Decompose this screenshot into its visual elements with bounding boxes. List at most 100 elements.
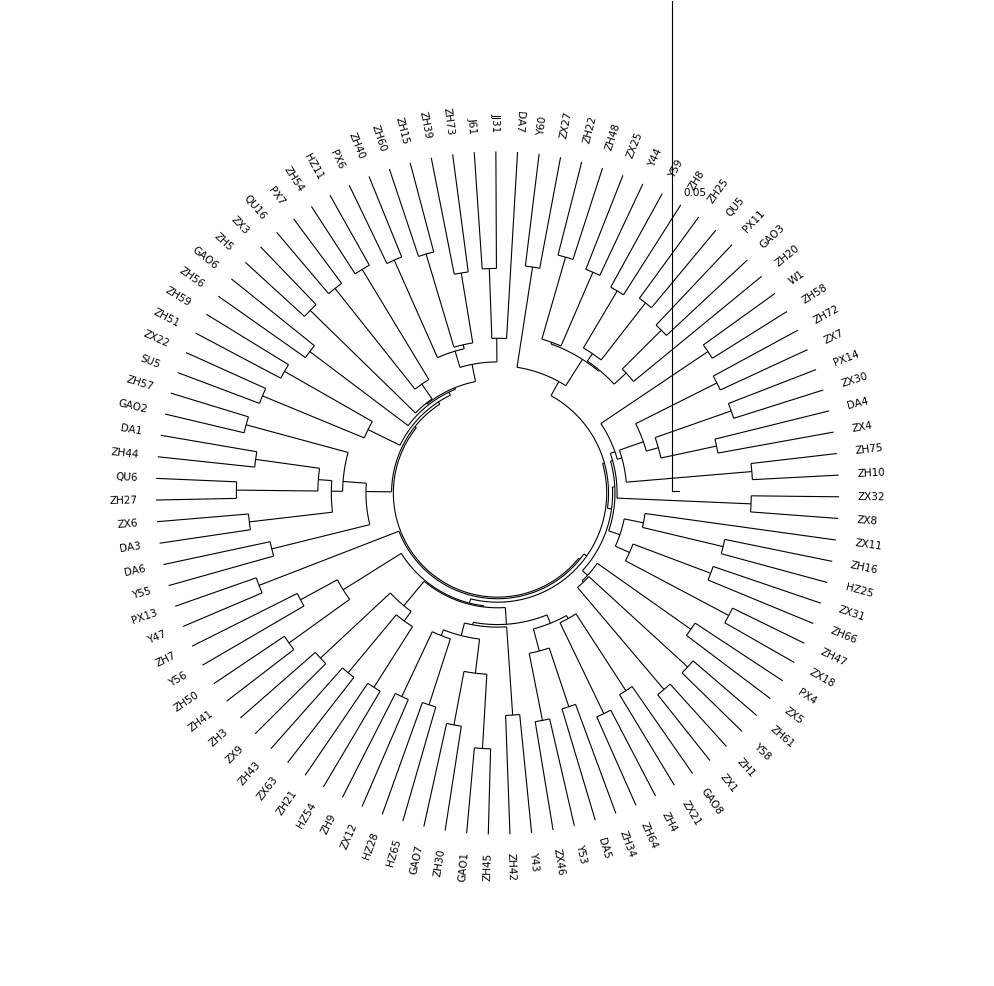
Text: Y56: Y56 — [167, 670, 189, 689]
Text: ZX6: ZX6 — [117, 519, 139, 530]
Text: GAO2: GAO2 — [116, 398, 148, 414]
Text: ZH30: ZH30 — [432, 848, 446, 878]
Text: ZH21: ZH21 — [274, 788, 298, 816]
Text: W1: W1 — [786, 268, 806, 287]
Text: ZH34: ZH34 — [617, 829, 636, 859]
Text: 0.05: 0.05 — [682, 188, 705, 198]
Text: HZ65: HZ65 — [385, 838, 402, 868]
Text: ZX46: ZX46 — [551, 848, 565, 877]
Text: ZH64: ZH64 — [638, 820, 659, 850]
Text: J61: J61 — [466, 117, 477, 134]
Text: Y58: Y58 — [751, 741, 772, 762]
Text: DA1: DA1 — [120, 424, 143, 437]
Text: HZ11: HZ11 — [302, 152, 325, 181]
Text: ZH27: ZH27 — [109, 495, 137, 506]
Text: GAO3: GAO3 — [756, 223, 785, 250]
Text: ZH72: ZH72 — [811, 304, 841, 325]
Text: ZH57: ZH57 — [124, 375, 154, 392]
Text: ZX31: ZX31 — [836, 604, 866, 623]
Text: ZX32: ZX32 — [857, 492, 885, 502]
Text: ZH60: ZH60 — [370, 123, 388, 153]
Text: PX14: PX14 — [831, 348, 859, 368]
Text: ZH58: ZH58 — [799, 282, 828, 306]
Text: ZH50: ZH50 — [172, 690, 201, 714]
Text: ZH20: ZH20 — [772, 243, 800, 268]
Text: ZX11: ZX11 — [853, 537, 882, 551]
Text: GAO6: GAO6 — [190, 245, 220, 271]
Text: ZH7: ZH7 — [154, 650, 178, 669]
Text: DA3: DA3 — [119, 541, 141, 554]
Text: ZH9: ZH9 — [319, 811, 338, 835]
Text: ZX21: ZX21 — [679, 799, 702, 827]
Text: Y47: Y47 — [146, 629, 168, 646]
Text: JJ31: JJ31 — [490, 113, 500, 133]
Text: PX13: PX13 — [130, 607, 159, 626]
Text: GAO7: GAO7 — [408, 844, 424, 876]
Text: ZX63: ZX63 — [255, 774, 279, 802]
Text: ZH75: ZH75 — [854, 443, 883, 457]
Text: Y53: Y53 — [574, 843, 587, 865]
Text: ZX30: ZX30 — [839, 372, 868, 389]
Text: ZH66: ZH66 — [828, 626, 858, 646]
Text: PX4: PX4 — [795, 687, 817, 706]
Text: ZX8: ZX8 — [856, 515, 877, 527]
Text: ZX18: ZX18 — [807, 668, 836, 689]
Text: QU16: QU16 — [242, 192, 268, 221]
Text: ZX4: ZX4 — [850, 420, 873, 434]
Text: ZH5: ZH5 — [212, 232, 235, 253]
Text: ZH39: ZH39 — [416, 110, 432, 140]
Text: GAO1: GAO1 — [457, 852, 469, 882]
Text: ZH1: ZH1 — [735, 757, 756, 780]
Text: ZH44: ZH44 — [110, 447, 139, 459]
Text: ZX1: ZX1 — [717, 772, 738, 795]
Text: ZH3: ZH3 — [207, 727, 230, 748]
Text: ZH22: ZH22 — [580, 115, 597, 145]
Text: HZ28: HZ28 — [361, 830, 380, 861]
Text: Y44: Y44 — [646, 147, 663, 169]
Text: ZH73: ZH73 — [441, 107, 454, 136]
Text: DA7: DA7 — [513, 111, 525, 133]
Text: PX6: PX6 — [328, 148, 345, 171]
Text: ZH54: ZH54 — [281, 165, 305, 193]
Text: SU5: SU5 — [139, 354, 162, 371]
Text: Y55: Y55 — [130, 586, 152, 600]
Text: DA6: DA6 — [123, 564, 146, 578]
Text: ZH16: ZH16 — [849, 560, 879, 576]
Text: GAO8: GAO8 — [699, 786, 724, 816]
Text: ZX22: ZX22 — [142, 329, 171, 349]
Text: ZX27: ZX27 — [559, 110, 574, 140]
Text: ZH51: ZH51 — [152, 307, 181, 328]
Text: ZH59: ZH59 — [164, 286, 193, 309]
Text: ZH42: ZH42 — [505, 853, 516, 881]
Text: Y60: Y60 — [536, 115, 549, 136]
Text: ZH61: ZH61 — [767, 724, 795, 749]
Text: Y59: Y59 — [666, 158, 684, 179]
Text: Y43: Y43 — [528, 851, 540, 872]
Text: ZX5: ZX5 — [781, 706, 804, 727]
Text: ZH25: ZH25 — [705, 176, 730, 205]
Text: ZX3: ZX3 — [230, 215, 250, 237]
Text: ZH56: ZH56 — [177, 265, 206, 290]
Text: PX7: PX7 — [266, 184, 286, 207]
Text: ZX7: ZX7 — [822, 328, 845, 346]
Text: ZH48: ZH48 — [603, 122, 621, 152]
Text: DA4: DA4 — [845, 396, 869, 411]
Text: HZ54: HZ54 — [295, 801, 318, 830]
Text: ZX12: ZX12 — [339, 822, 359, 851]
Text: ZX25: ZX25 — [624, 130, 644, 160]
Text: ZH10: ZH10 — [856, 467, 885, 479]
Text: PX11: PX11 — [741, 208, 766, 235]
Text: HZ25: HZ25 — [843, 583, 873, 599]
Text: QU5: QU5 — [724, 195, 746, 219]
Text: ZH4: ZH4 — [659, 810, 678, 834]
Text: ZH8: ZH8 — [686, 168, 706, 191]
Text: ZH40: ZH40 — [347, 131, 366, 161]
Text: ZH43: ZH43 — [236, 759, 262, 787]
Text: DA5: DA5 — [595, 837, 611, 861]
Text: ZH15: ZH15 — [393, 116, 410, 146]
Text: ZX9: ZX9 — [224, 743, 246, 765]
Text: ZH47: ZH47 — [818, 647, 848, 669]
Text: ZH45: ZH45 — [481, 853, 492, 881]
Text: ZH41: ZH41 — [186, 709, 215, 734]
Text: QU6: QU6 — [114, 471, 137, 482]
